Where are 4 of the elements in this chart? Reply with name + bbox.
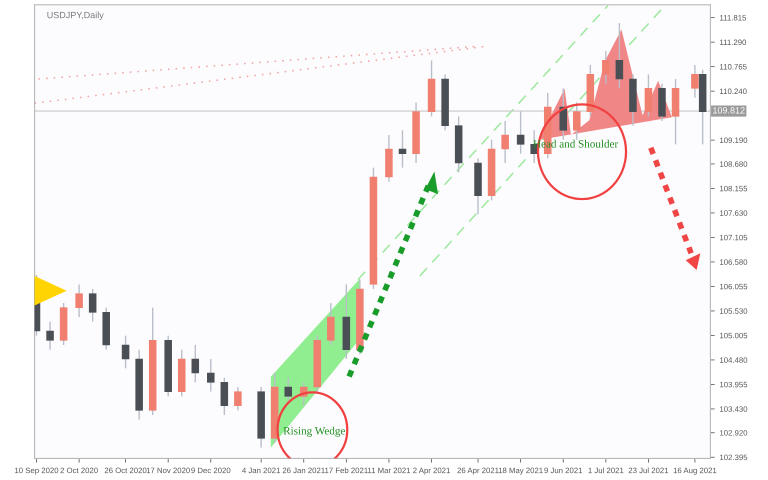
- annotation: Rising Wedge: [283, 426, 345, 437]
- annotation: Head and Shoulder: [533, 140, 618, 148]
- text: USDJPY,Daily: [47, 12, 104, 20]
- ref-line-label: 109.812: [713, 107, 745, 114]
